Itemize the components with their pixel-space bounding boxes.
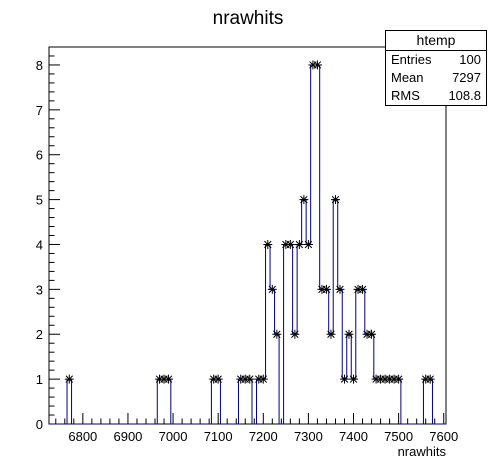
data-point	[358, 284, 368, 294]
data-point	[335, 284, 345, 294]
x-tick-label: 7300	[294, 429, 323, 444]
data-point	[394, 374, 404, 384]
data-point	[299, 195, 309, 205]
rms-value: 108.8	[448, 88, 481, 103]
stats-row-rms: RMS 108.8	[386, 87, 486, 105]
data-point	[285, 239, 295, 249]
x-tick-label: 7600	[429, 429, 458, 444]
data-point	[213, 374, 223, 384]
stats-title: htemp	[386, 31, 486, 51]
data-point	[263, 239, 273, 249]
stats-box: htemp Entries 100 Mean 7297 RMS 108.8	[385, 30, 487, 106]
data-point	[312, 60, 322, 70]
data-point	[294, 239, 304, 249]
data-markers	[64, 60, 435, 384]
x-tick-label: 7000	[159, 429, 188, 444]
y-tick-label: 6	[36, 148, 43, 163]
mean-value: 7297	[452, 70, 481, 85]
entries-label: Entries	[391, 52, 432, 67]
x-tick-label: 7400	[339, 429, 368, 444]
axis-ticks	[49, 46, 445, 425]
data-point	[267, 284, 277, 294]
data-point	[339, 374, 349, 384]
data-point	[349, 374, 359, 384]
data-point	[245, 374, 255, 384]
data-point	[425, 374, 435, 384]
data-point	[258, 374, 268, 384]
y-tick-label: 5	[36, 193, 43, 208]
histogram-outline	[49, 64, 446, 425]
y-tick-label: 7	[36, 103, 43, 118]
data-point	[367, 329, 377, 339]
x-tick-labels: 6800 6900 7000 7100 7200 7300 7400 7500 7600	[68, 429, 458, 444]
x-axis-label: nrawhits	[398, 444, 447, 459]
chart-title: nrawhits	[213, 8, 284, 29]
y-tick-label: 4	[36, 237, 43, 252]
x-tick-label: 7200	[249, 429, 278, 444]
rms-label: RMS	[391, 88, 420, 103]
data-point	[164, 374, 174, 384]
y-tick-label: 1	[36, 372, 43, 387]
data-point	[344, 329, 354, 339]
x-tick-label: 6900	[113, 429, 142, 444]
y-tick-label: 3	[36, 282, 43, 297]
stats-row-entries: Entries 100	[386, 51, 486, 69]
data-point	[326, 329, 336, 339]
x-tick-label: 7100	[204, 429, 233, 444]
entries-value: 100	[459, 52, 481, 67]
x-tick-label: 7500	[384, 429, 413, 444]
data-point	[272, 329, 282, 339]
data-point	[290, 329, 300, 339]
data-point	[330, 195, 340, 205]
y-tick-label: 8	[36, 58, 43, 73]
y-tick-label: 0	[36, 417, 43, 432]
data-point	[303, 239, 313, 249]
y-tick-labels: 0 1 2 3 4 5 6 7 8	[36, 58, 43, 432]
x-tick-label: 6800	[68, 429, 97, 444]
y-tick-label: 2	[36, 327, 43, 342]
data-point	[64, 374, 74, 384]
stats-row-mean: Mean 7297	[386, 69, 486, 87]
mean-label: Mean	[391, 70, 424, 85]
data-point	[321, 284, 331, 294]
